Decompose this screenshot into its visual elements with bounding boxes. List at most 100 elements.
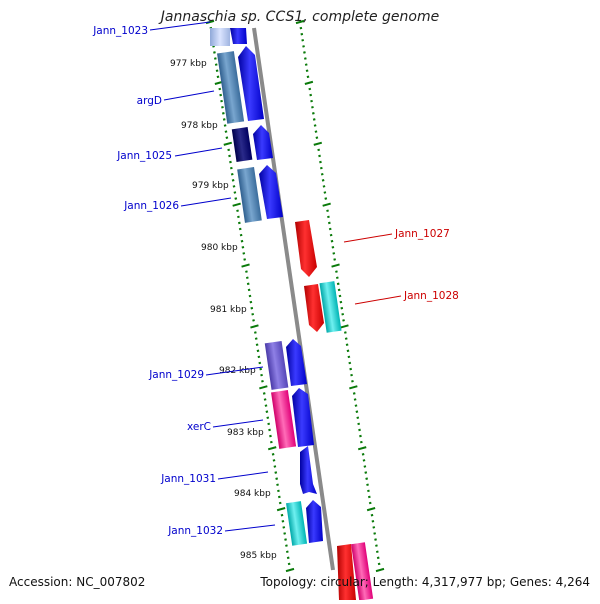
minor-tick (272, 459, 276, 462)
minor-tick (371, 520, 375, 523)
minor-tick (372, 526, 376, 529)
minor-tick (237, 215, 240, 219)
reverse-strand-features (295, 220, 374, 601)
minor-tick (349, 367, 353, 371)
gene-label-jann-1025[interactable]: Jann_1025 (116, 150, 172, 162)
cds-arrow-reverse[interactable] (337, 544, 356, 600)
gene-label-jann-1031[interactable]: Jann_1031 (160, 473, 216, 485)
genome-backbone (252, 27, 335, 571)
gene-label-jann-1027[interactable]: Jann_1027 (394, 228, 450, 240)
minor-tick (341, 312, 345, 316)
minor-tick (339, 300, 343, 304)
minor-tick (234, 197, 238, 200)
cog-box (271, 389, 297, 449)
minor-tick (255, 343, 259, 346)
major-tick (285, 567, 295, 573)
minor-tick (328, 227, 332, 231)
kbp-label: 977 kbp (170, 59, 207, 69)
minor-tick (262, 392, 266, 395)
minor-tick (258, 361, 262, 365)
cog-box (264, 340, 289, 390)
major-tick (349, 385, 358, 390)
minor-tick (214, 63, 218, 66)
major-tick (295, 19, 305, 25)
minor-tick (329, 233, 333, 237)
major-tick (313, 141, 323, 146)
minor-tick (373, 532, 377, 535)
minor-tick (355, 410, 359, 413)
minor-tick (315, 136, 319, 139)
minor-tick (231, 179, 235, 182)
gene-label-jann-1023[interactable]: Jann_1023 (92, 25, 148, 37)
minor-tick (219, 93, 223, 97)
cds-arrow-forward[interactable] (286, 339, 307, 386)
minor-tick (216, 75, 220, 79)
gene-label-jann-1029[interactable]: Jann_1029 (148, 369, 204, 381)
minor-tick (311, 112, 315, 115)
minor-tick (265, 410, 269, 413)
reverse-gene-labels: Jann_1027 Jann_1028 (394, 228, 459, 302)
minor-tick (318, 154, 321, 158)
minor-tick (242, 252, 246, 255)
kbp-label: 985 kbp (240, 551, 277, 561)
minor-tick (227, 148, 231, 152)
cds-arrow-reverse[interactable] (304, 284, 324, 332)
minor-tick (322, 185, 326, 188)
cds-arrow-forward[interactable] (306, 500, 323, 543)
minor-tick (212, 45, 215, 48)
kbp-label: 984 kbp (234, 489, 271, 499)
kbp-label: 979 kbp (192, 181, 229, 191)
cog-box (231, 127, 253, 162)
gene-label-argd[interactable]: argD (137, 95, 162, 107)
minor-tick (343, 331, 347, 334)
minor-tick (267, 422, 271, 426)
minor-tick (285, 544, 288, 547)
minor-tick (338, 294, 342, 298)
minor-tick (375, 544, 378, 547)
minor-tick (361, 453, 365, 456)
minor-tick (257, 355, 261, 359)
forward-strand-features (230, 28, 323, 543)
cds-arrow-forward[interactable] (230, 28, 247, 44)
minor-tick (259, 367, 263, 371)
kbp-label: 980 kbp (201, 243, 238, 253)
minor-tick (254, 337, 258, 340)
minor-tick (248, 294, 252, 298)
cds-arrow-reverse[interactable] (295, 220, 317, 277)
cds-arrow-forward[interactable] (300, 446, 317, 494)
kbp-label: 981 kbp (210, 305, 247, 315)
minor-tick (375, 550, 379, 554)
kbp-label: 978 kbp (181, 121, 218, 131)
minor-tick (225, 136, 229, 139)
minor-tick (247, 288, 251, 292)
gene-label-jann-1032[interactable]: Jann_1032 (167, 525, 223, 537)
gene-label-jann-1028[interactable]: Jann_1028 (403, 290, 459, 302)
minor-tick (330, 239, 334, 243)
gene-leader-lines (149, 21, 402, 532)
minor-tick (263, 398, 267, 401)
minor-tick (327, 215, 330, 219)
cds-arrow-forward[interactable] (253, 125, 273, 160)
minor-tick (229, 160, 232, 164)
minor-tick (300, 32, 304, 36)
gene-label-xerc[interactable]: xerC (187, 421, 211, 433)
minor-tick (284, 538, 287, 541)
minor-tick (357, 422, 361, 426)
minor-tick (287, 562, 291, 566)
minor-tick (245, 276, 249, 280)
cog-boxes (210, 28, 308, 546)
cds-arrow-forward[interactable] (292, 388, 314, 447)
minor-tick (278, 501, 282, 505)
minor-tick (353, 398, 357, 401)
cog-box (319, 281, 342, 333)
minor-tick (319, 166, 323, 170)
minor-tick (332, 252, 336, 255)
major-tick (304, 80, 314, 85)
cds-arrow-forward[interactable] (238, 46, 264, 121)
minor-tick (337, 288, 341, 292)
gene-label-jann-1026[interactable]: Jann_1026 (123, 200, 179, 212)
cds-arrow-forward[interactable] (259, 165, 283, 219)
minor-tick (344, 337, 348, 340)
